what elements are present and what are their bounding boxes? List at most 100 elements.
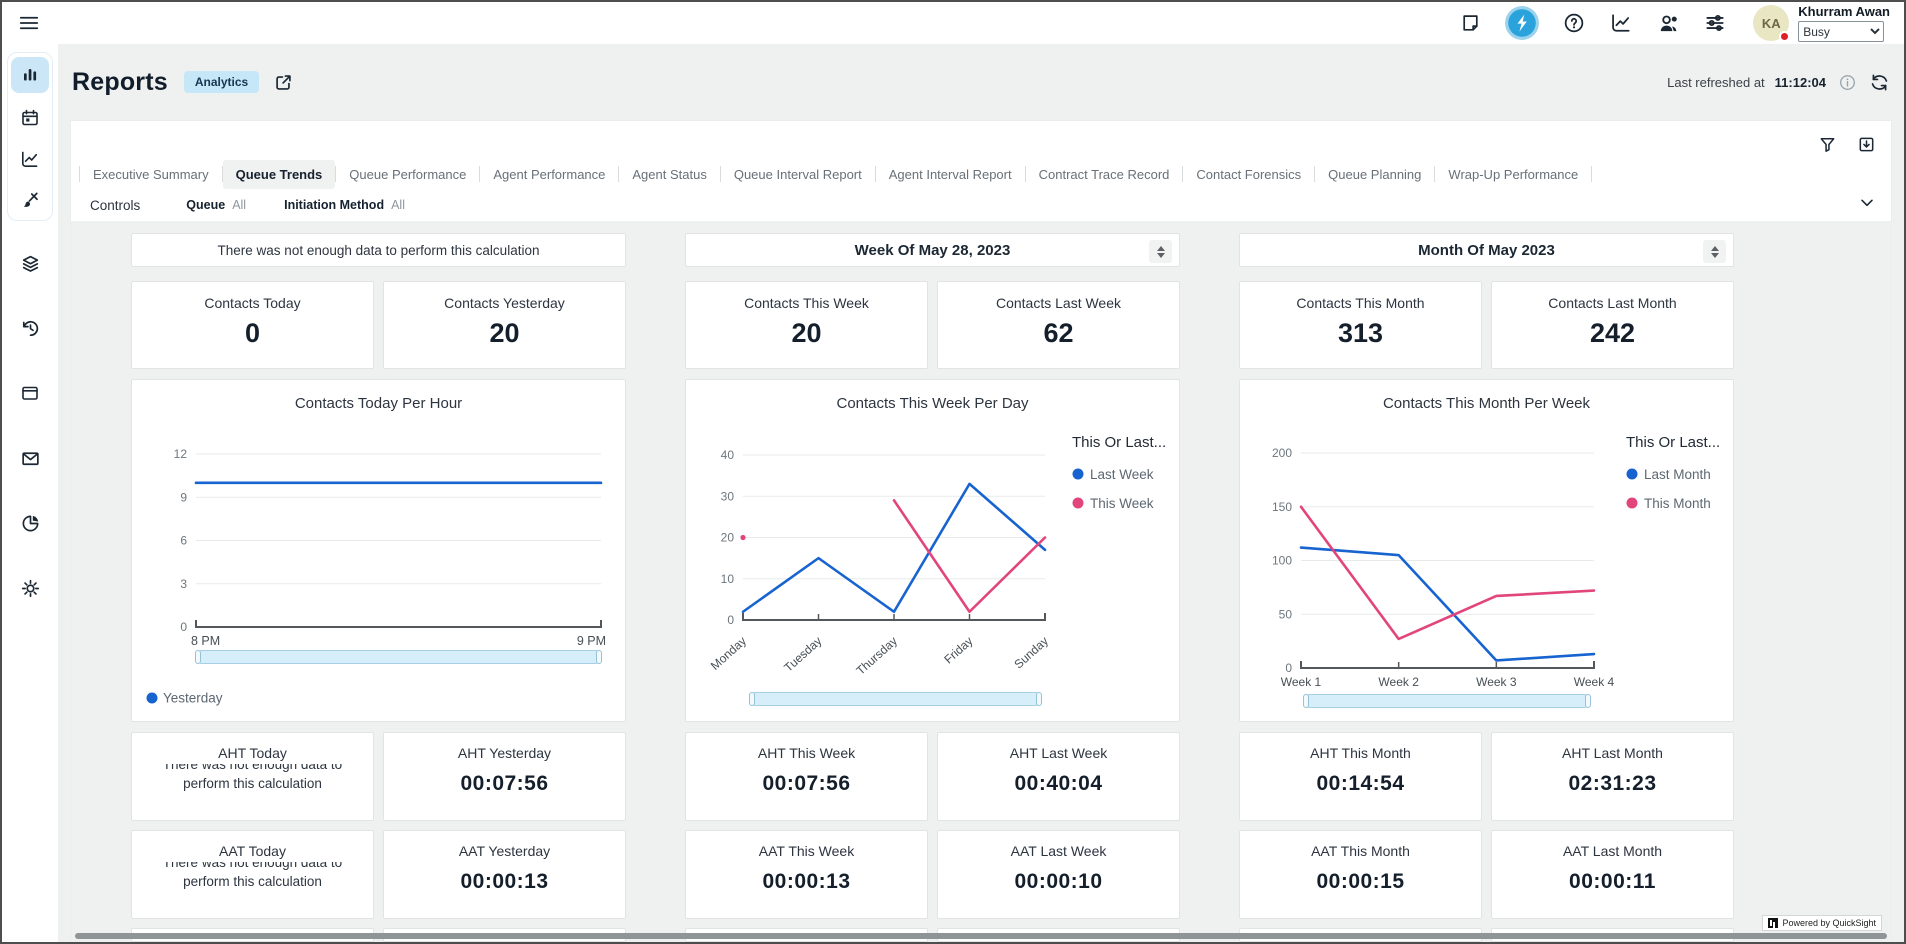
chart-range-slider[interactable] xyxy=(195,650,602,664)
sidebar-item-mail[interactable] xyxy=(11,442,49,474)
slider-handle[interactable] xyxy=(749,692,755,706)
main-content: Reports Analytics Last refreshed at 11:1… xyxy=(58,44,1904,942)
aht-this-week-card: AHT This Week 00:07:56 xyxy=(685,732,928,821)
lightning-icon xyxy=(1505,6,1540,40)
chart-range-slider[interactable] xyxy=(1303,694,1591,708)
pie-chart-icon xyxy=(22,515,38,531)
aat-this-week-card: AAT This Week 00:00:13 xyxy=(685,830,928,919)
refresh-icon xyxy=(1871,74,1887,90)
metrics-button[interactable] xyxy=(1608,10,1634,36)
bar-chart-icon xyxy=(24,69,37,81)
sidebar-item-reports-pie[interactable] xyxy=(11,507,49,539)
svg-text:Week 4: Week 4 xyxy=(1574,675,1615,689)
tab-queue-performance[interactable]: Queue Performance xyxy=(349,166,467,182)
slider-handle[interactable] xyxy=(1036,692,1042,706)
export-button[interactable] xyxy=(1855,133,1877,155)
refresh-button[interactable] xyxy=(1868,71,1890,93)
contacts-today-card: Contacts Today 0 xyxy=(131,281,374,369)
sidebar-item-metrics[interactable] xyxy=(11,143,49,175)
help-icon xyxy=(1565,13,1584,33)
tab-contact-forensics[interactable]: Contact Forensics xyxy=(1196,166,1302,182)
svg-text:9 PM: 9 PM xyxy=(577,634,606,648)
page-title: Reports xyxy=(72,67,168,96)
filters-button[interactable] xyxy=(1702,10,1728,36)
month-header-card: Month Of May 2023 xyxy=(1239,233,1734,267)
svg-text:20: 20 xyxy=(721,531,735,545)
download-icon xyxy=(1859,137,1873,151)
aat-yesterday-card: AAT Yesterday 00:00:13 xyxy=(383,830,626,919)
controls-bar: Controls Queue All Initiation Method All xyxy=(71,189,1891,221)
svg-text:100: 100 xyxy=(1272,554,1292,568)
contacts-this-month-per-week-chart: Contacts This Month Per Week 0 50 100 150 20… xyxy=(1239,379,1734,722)
contacts-this-month-card: Contacts This Month 313 xyxy=(1239,281,1482,369)
hamburger-icon xyxy=(19,16,39,30)
week-column: Week Of May 28, 2023 Contacts This Week … xyxy=(685,233,1180,942)
info-button[interactable] xyxy=(1836,71,1858,93)
aat-last-week-card: AAT Last Week 00:00:10 xyxy=(937,830,1180,919)
avatar-initials: KA xyxy=(1761,15,1781,31)
avatar[interactable]: KA xyxy=(1753,5,1791,42)
month-spinner[interactable] xyxy=(1703,240,1726,263)
svg-text:30: 30 xyxy=(721,489,735,503)
svg-text:Week 3: Week 3 xyxy=(1476,675,1517,689)
slider-handle[interactable] xyxy=(1303,694,1309,708)
aht-last-week-card: AHT Last Week 00:40:04 xyxy=(937,732,1180,821)
realtime-button[interactable] xyxy=(1504,5,1540,41)
svg-text:Friday: Friday xyxy=(941,634,975,667)
horizontal-scrollbar[interactable] xyxy=(75,933,1887,939)
note-button[interactable] xyxy=(1457,10,1483,36)
sidebar-item-reports[interactable] xyxy=(11,57,49,93)
page-header: Reports Analytics Last refreshed at 11:1… xyxy=(58,44,1904,120)
status-select[interactable]: Busy xyxy=(1798,21,1885,42)
week-spinner[interactable] xyxy=(1149,240,1172,263)
slider-handle[interactable] xyxy=(1585,694,1591,708)
chart-range-slider[interactable] xyxy=(749,692,1042,706)
analytics-badge: Analytics xyxy=(183,71,260,93)
note-icon xyxy=(1463,14,1478,31)
sidebar-item-window[interactable] xyxy=(11,377,49,409)
sidebar-item-flows[interactable] xyxy=(11,247,49,279)
no-data-message: There was not enough data to perform thi… xyxy=(162,862,343,889)
svg-text:Week 1: Week 1 xyxy=(1281,675,1322,689)
aat-last-month-card: AAT Last Month 00:00:11 xyxy=(1491,830,1734,919)
open-external-button[interactable] xyxy=(273,72,294,93)
initiation-method-filter[interactable]: Initiation Method All xyxy=(284,198,405,212)
chart-title: Contacts This Month Per Week xyxy=(1382,395,1591,412)
sidebar-item-settings[interactable] xyxy=(11,572,49,604)
tab-agent-status[interactable]: Agent Status xyxy=(632,166,707,182)
queue-filter[interactable]: Queue All xyxy=(186,198,247,212)
topbar-actions: KA Khurram Awan Busy xyxy=(1457,4,1890,42)
svg-text:Last Week: Last Week xyxy=(1090,467,1154,482)
tab-agent-interval-report[interactable]: Agent Interval Report xyxy=(888,166,1012,182)
tab-contract-trace-record[interactable]: Contract Trace Record xyxy=(1038,166,1170,182)
tab-queue-trends[interactable]: Queue Trends xyxy=(222,159,336,189)
sidebar-item-history[interactable] xyxy=(11,312,49,344)
svg-text:50: 50 xyxy=(1279,607,1293,621)
tab-queue-planning[interactable]: Queue Planning xyxy=(1328,166,1422,182)
external-link-icon xyxy=(276,74,291,90)
left-sidebar xyxy=(2,44,58,942)
svg-text:0: 0 xyxy=(1285,661,1292,675)
slider-handle[interactable] xyxy=(596,650,602,664)
last-refreshed-label: Last refreshed at xyxy=(1667,74,1765,90)
tab-executive-summary[interactable]: Executive Summary xyxy=(93,166,209,182)
aht-last-month-card: AHT Last Month 02:31:23 xyxy=(1491,732,1734,821)
svg-text:10: 10 xyxy=(721,572,735,586)
help-button[interactable] xyxy=(1561,10,1587,36)
collapse-controls-button[interactable] xyxy=(1857,193,1877,213)
user-box: KA Khurram Awan Busy xyxy=(1753,4,1890,42)
tab-wrap-up-performance[interactable]: Wrap-Up Performance xyxy=(1448,166,1579,182)
mail-icon xyxy=(21,451,39,465)
agents-button[interactable] xyxy=(1655,10,1681,36)
filter-button[interactable] xyxy=(1816,133,1838,155)
sidebar-item-designer[interactable] xyxy=(11,184,49,216)
slider-handle[interactable] xyxy=(195,650,201,664)
agents-icon xyxy=(1660,15,1677,31)
report-tabs: Executive Summary Queue Trends Queue Per… xyxy=(71,159,1891,189)
svg-text:This Week: This Week xyxy=(1090,496,1154,511)
sidebar-item-calendar[interactable] xyxy=(11,102,49,134)
contacts-this-week-card: Contacts This Week 20 xyxy=(685,281,928,369)
tab-agent-performance[interactable]: Agent Performance xyxy=(493,166,606,182)
tab-queue-interval-report[interactable]: Queue Interval Report xyxy=(733,166,862,182)
hamburger-menu-button[interactable] xyxy=(16,10,42,36)
